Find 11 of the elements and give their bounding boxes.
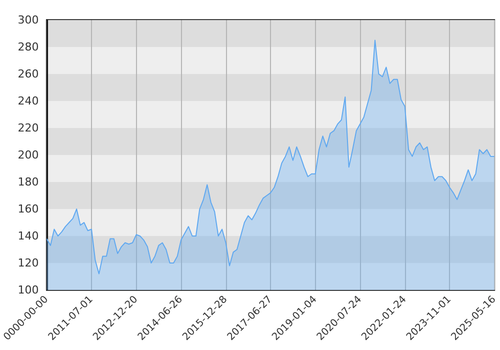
y-tick-label: 120	[18, 256, 39, 270]
y-tick-label: 140	[18, 230, 39, 242]
y-tick-label: 240	[18, 94, 39, 108]
y-tick-label: 260	[18, 68, 39, 80]
y-tick-label: 300	[18, 14, 39, 26]
y-tick-label: 160	[18, 202, 39, 216]
y-tick-label: 100	[18, 284, 39, 296]
y-tick-label: 220	[18, 122, 39, 134]
y-tick-label: 200	[18, 148, 39, 162]
y-tick-label: 280	[18, 40, 39, 54]
y-tick-label: 180	[18, 176, 39, 188]
